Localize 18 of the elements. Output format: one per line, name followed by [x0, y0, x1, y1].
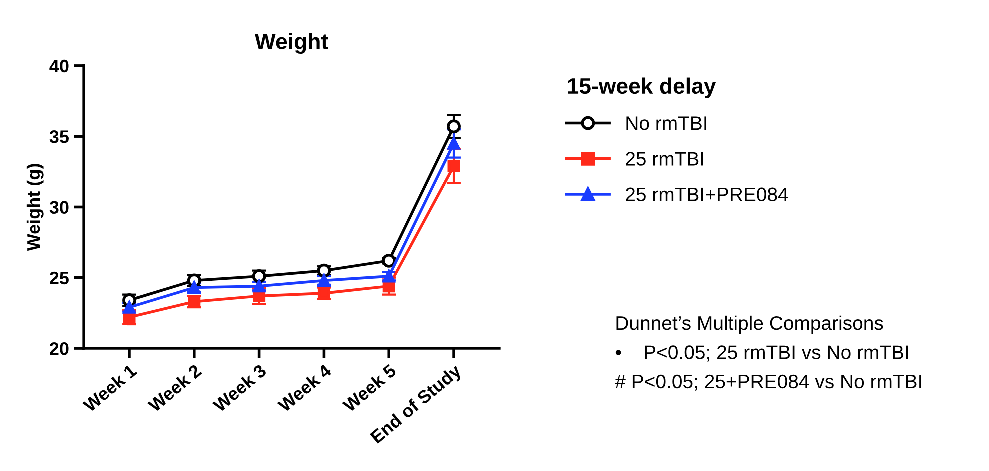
point — [382, 254, 396, 268]
y-tick-label: 20 — [50, 342, 69, 356]
legend-label: 25 rmTBI+PRE084 — [626, 188, 788, 202]
chart-title: Weight — [254, 33, 328, 54]
text: Dunnet’s Multiple Comparisons — [616, 316, 884, 334]
text: • P<0.05; 25 rmTBI vs No rmTBI — [616, 346, 908, 362]
point — [448, 137, 460, 150]
y-tick-label: 30 — [50, 201, 69, 214]
legend-label: No rmTBI — [626, 116, 707, 130]
y-axis-title: Weight (g) — [26, 164, 44, 252]
point — [447, 120, 461, 134]
y-tick-label: 35 — [50, 130, 69, 144]
legend-title: 15-week delay — [568, 78, 716, 99]
text: # P<0.05; 25+PRE084 vs No rmTBI — [615, 374, 922, 391]
legend-label: 25 rmTBI — [626, 152, 704, 166]
point — [448, 160, 460, 173]
y-tick-label: 25 — [50, 272, 69, 285]
y-tick-label: 40 — [50, 60, 69, 73]
